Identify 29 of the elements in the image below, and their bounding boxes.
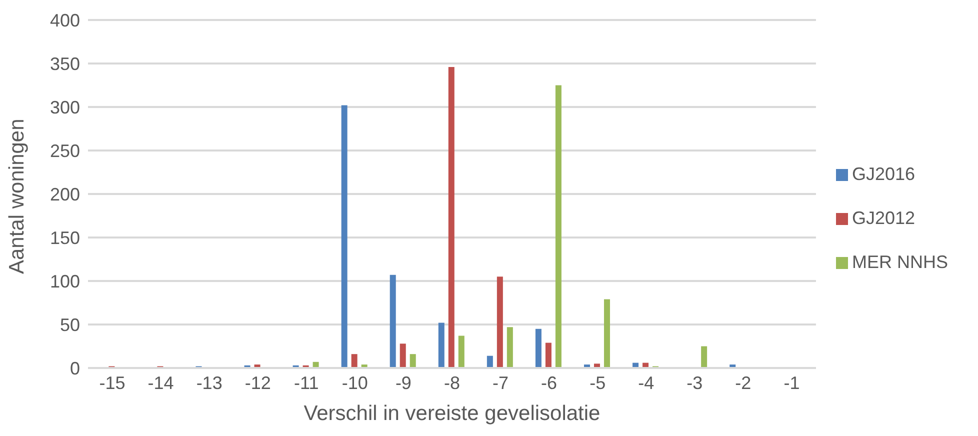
legend-label: GJ2016 — [852, 164, 916, 184]
x-tick-label: -14 — [148, 372, 174, 393]
legend-label: MER NNHS — [852, 252, 948, 272]
x-tick-label: -10 — [342, 372, 368, 393]
y-tick-label: 350 — [50, 54, 80, 74]
y-tick-label: 200 — [50, 184, 80, 204]
x-tick-label: -4 — [638, 372, 654, 393]
x-axis-title: Verschil in vereiste gevelisolatie — [304, 402, 600, 425]
x-tick-label: -12 — [244, 372, 271, 393]
x-tick-label: -11 — [294, 372, 319, 393]
x-tick-label: -1 — [784, 372, 800, 393]
legend-label: GJ2012 — [852, 208, 916, 228]
x-tick-label: -13 — [196, 372, 222, 393]
y-axis-title: Aantal woningen — [5, 118, 28, 274]
y-tick-label: 300 — [50, 97, 80, 118]
x-tick-label: -2 — [735, 372, 752, 393]
y-tick-label: 150 — [50, 228, 80, 248]
x-tick-label: -5 — [590, 372, 606, 393]
y-tick-label: 50 — [60, 314, 80, 335]
x-tick-label: -9 — [395, 372, 412, 393]
x-tick-label: -8 — [444, 372, 460, 393]
x-tick-label: -6 — [541, 372, 558, 393]
y-tick-label: 400 — [50, 10, 80, 30]
x-tick-label: -7 — [492, 372, 509, 393]
y-tick-label: 100 — [50, 271, 80, 292]
x-tick-label: -15 — [99, 372, 126, 393]
x-tick-label: -3 — [686, 372, 703, 393]
y-tick-label: 250 — [50, 140, 80, 161]
y-tick-label: 0 — [70, 358, 80, 378]
